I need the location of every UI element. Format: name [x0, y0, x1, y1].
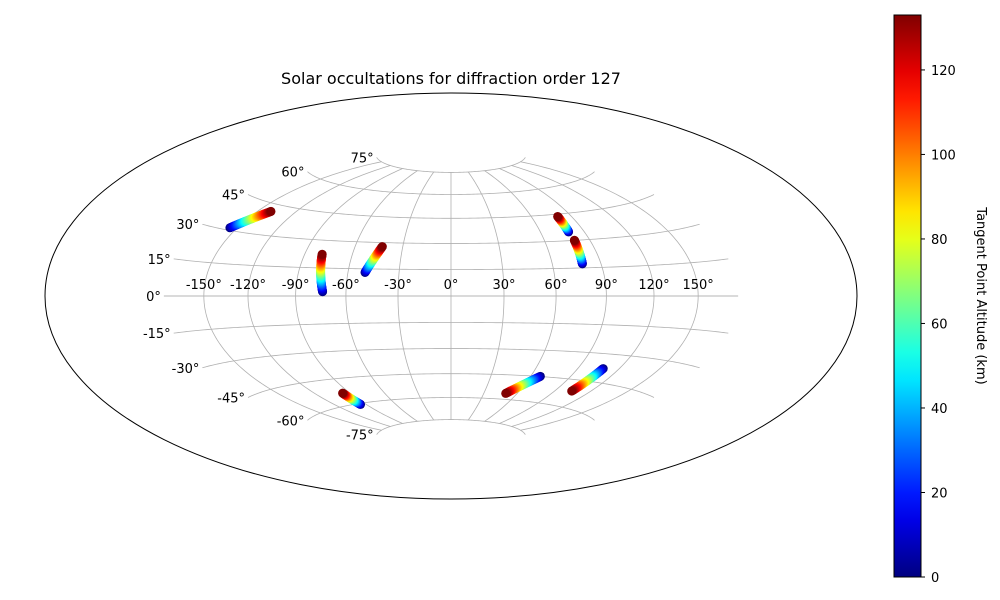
meridian-line: [345, 170, 418, 422]
data-point: [553, 211, 563, 221]
data-point: [567, 386, 577, 396]
lon-tick-label: -60°: [332, 278, 360, 293]
lon-tick-label: 0°: [444, 278, 459, 293]
lat-tick-label: -45°: [217, 392, 245, 407]
data-point: [317, 249, 327, 259]
lon-tick-label: -90°: [282, 278, 310, 293]
colorbar-label: Tangent Point Altitude (km): [973, 206, 988, 384]
colorbar-tick-label: 60: [931, 317, 948, 332]
chart-title: Solar occultations for diffraction order…: [281, 69, 621, 88]
lat-tick-label: -75°: [346, 429, 374, 444]
lat-tick-label: -60°: [277, 414, 305, 429]
meridian-line: [499, 168, 607, 424]
colorbar-gradient: [893, 14, 922, 578]
lon-tick-label: 90°: [595, 278, 618, 293]
meridian-line: [467, 171, 505, 421]
data-point: [266, 206, 276, 216]
graticule: [163, 157, 739, 435]
meridian-line: [295, 168, 403, 424]
lon-tick-label: 60°: [545, 278, 568, 293]
lat-tick-label: 45°: [222, 189, 245, 204]
lat-tick-label: 15°: [148, 253, 171, 268]
lon-tick-label: 120°: [638, 278, 669, 293]
colorbar-ticks: 0 20 40 60 80 100 120: [921, 64, 956, 586]
colorbar-tick-label: 40: [931, 402, 948, 417]
meridian-line: [247, 165, 391, 427]
meridian-line: [203, 161, 382, 431]
lon-tick-label: -150°: [186, 278, 222, 293]
data-point: [338, 388, 348, 398]
colorbar-tick-label: 20: [931, 486, 948, 501]
map-boundary: [44, 92, 858, 500]
data-point: [569, 235, 579, 245]
data-points: [225, 206, 608, 409]
lon-tick-label: 30°: [492, 278, 515, 293]
meridian-line: [520, 161, 699, 431]
lon-tick-label: 150°: [682, 278, 713, 293]
latitude-tick-labels: 75° 60° 45° 30° 15° 0° -15° -30° -45° -60° -75°: [143, 151, 374, 443]
colorbar-tick-label: 120: [931, 64, 956, 79]
lat-tick-label: 30°: [176, 218, 199, 233]
lat-tick-label: 75°: [351, 151, 374, 166]
lon-tick-label: -30°: [384, 278, 412, 293]
longitude-tick-labels: -150° -120° -90° -60° -30° 0° 30° 60° 90° 120° 150…: [186, 278, 714, 293]
lat-tick-label: -30°: [172, 362, 200, 377]
lat-tick-label: 0°: [146, 290, 161, 305]
data-point: [377, 242, 387, 252]
colorbar-tick-label: 80: [931, 233, 948, 248]
colorbar-tick-label: 0: [931, 571, 939, 586]
data-point: [501, 388, 511, 398]
lat-tick-label: -15°: [143, 327, 171, 342]
lon-tick-label: -120°: [230, 278, 266, 293]
colorbar-tick-label: 100: [931, 148, 956, 163]
meridian-line: [511, 165, 655, 427]
lat-tick-label: 60°: [281, 166, 304, 181]
meridian-line: [397, 171, 435, 421]
colorbar: 0 20 40 60 80 100 120 Tangent Point Altitude (…: [893, 14, 988, 586]
